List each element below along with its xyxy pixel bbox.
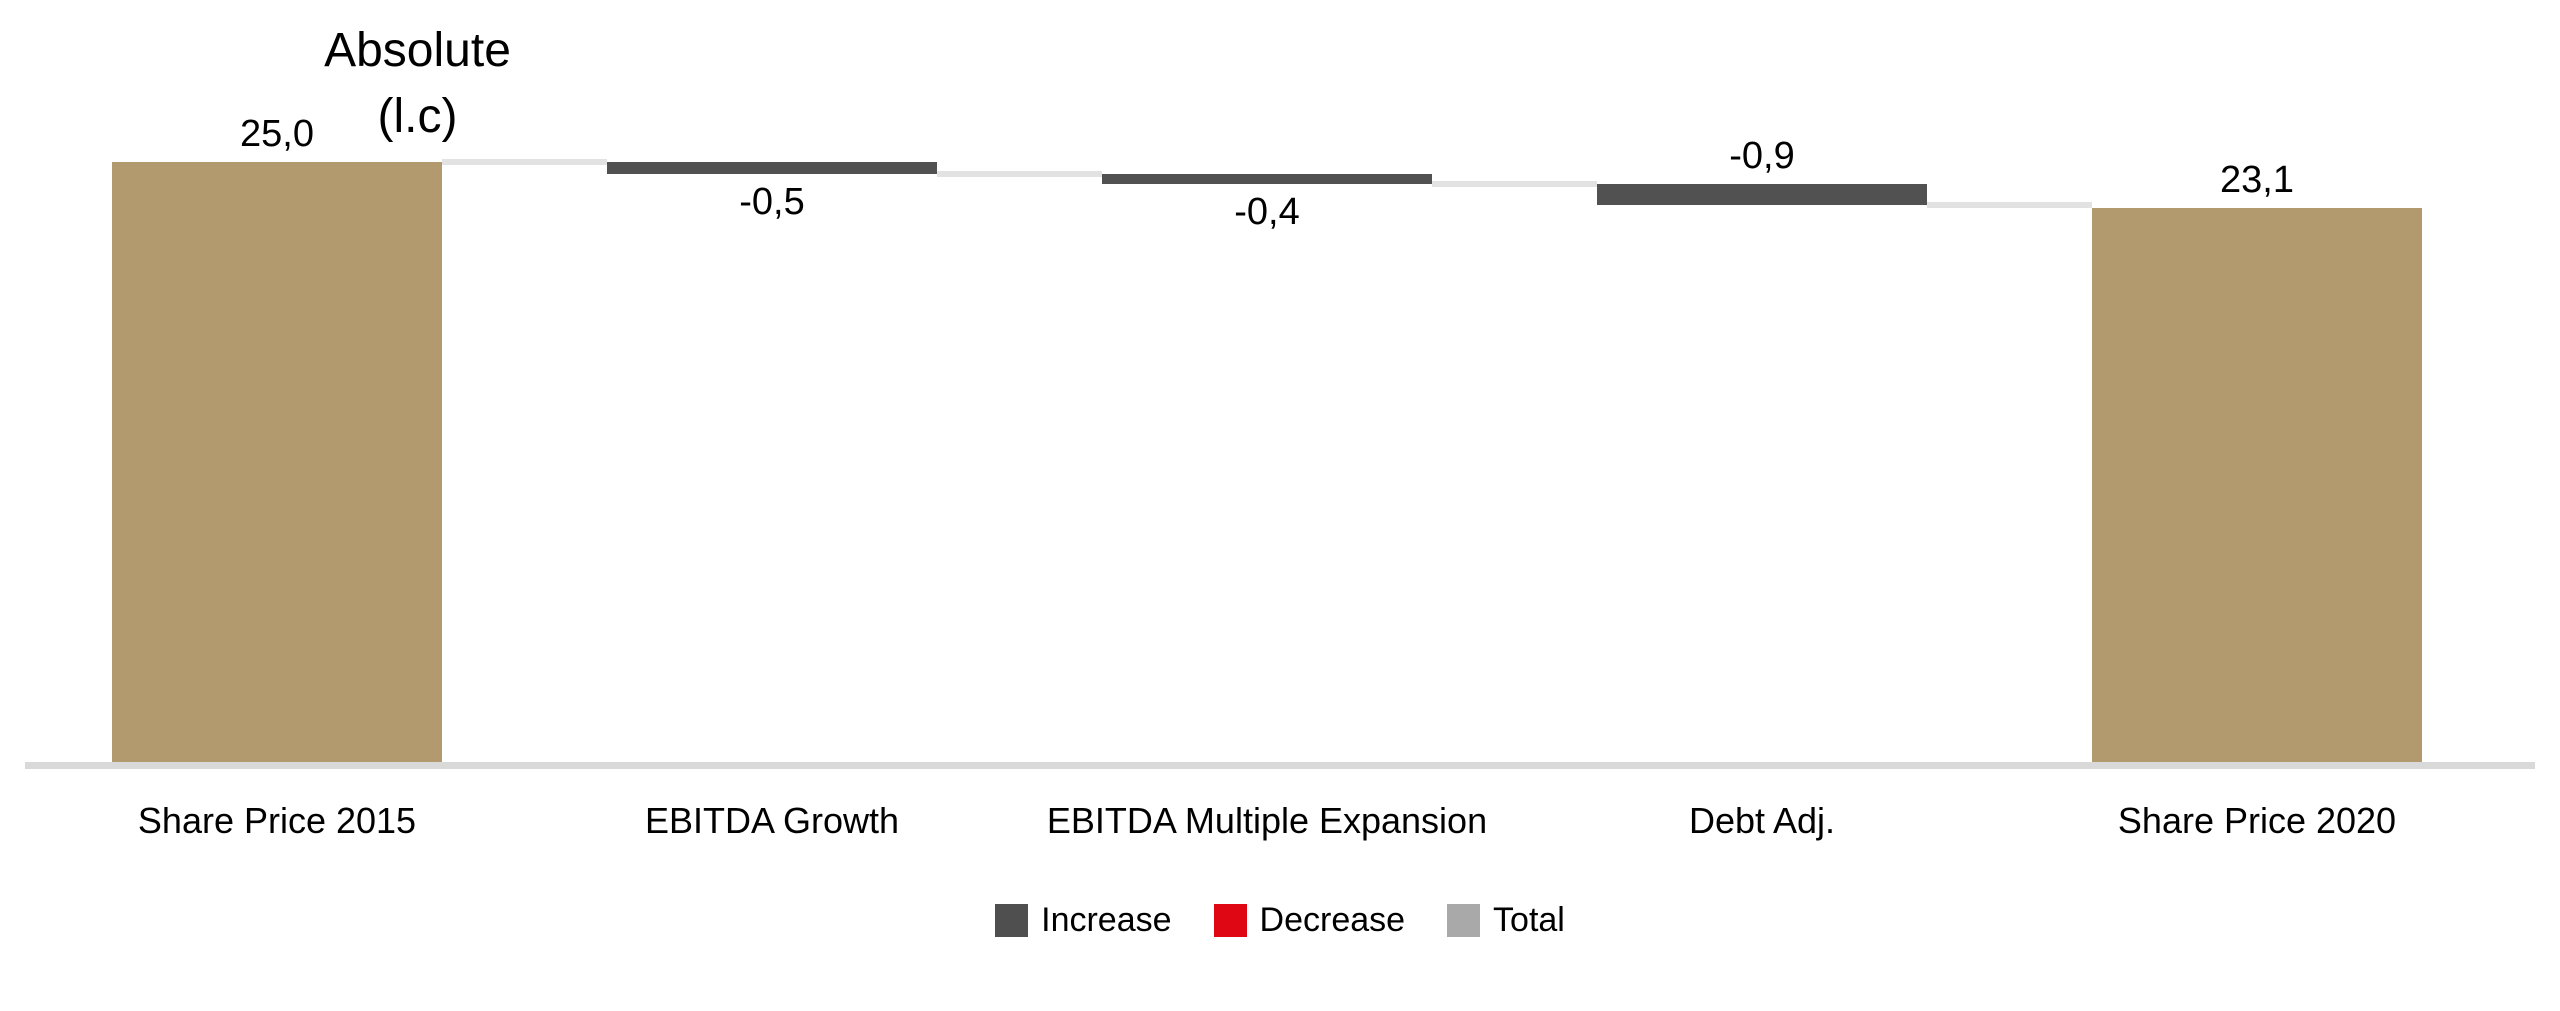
chart-title: Absolute (l.c) xyxy=(225,18,610,150)
legend-label-increase: Increase xyxy=(1041,901,1172,939)
legend: Increase Decrease Total xyxy=(0,901,2560,940)
connector-line xyxy=(442,159,607,165)
category-axis-line xyxy=(25,762,2535,769)
legend-item-increase: Increase xyxy=(995,901,1172,940)
bar-ebitda-multiple-expansion xyxy=(1102,174,1432,184)
bar-ebitda-growth xyxy=(607,162,937,174)
category-label-share-price-2020: Share Price 2020 xyxy=(2117,800,2397,841)
legend-label-total: Total xyxy=(1493,901,1565,939)
category-label-ebitda-multiple-expansion: EBITDA Multiple Expansion xyxy=(1046,800,1488,841)
value-label-ebitda-multiple-expansion: -0,4 xyxy=(1234,190,1300,233)
legend-swatch-total-icon xyxy=(1447,904,1481,937)
connector-line xyxy=(1927,202,2092,209)
category-label-share-price-2015: Share Price 2015 xyxy=(137,800,417,841)
category-label-ebitda-growth: EBITDA Growth xyxy=(644,800,900,841)
connector-line xyxy=(1432,180,1597,187)
legend-item-total: Total xyxy=(1447,901,1565,940)
chart-title-line1: Absolute xyxy=(324,24,511,77)
bar-share-price-2020 xyxy=(2092,207,2422,762)
bar-share-price-2015 xyxy=(112,162,442,762)
bar-debt-adj xyxy=(1597,183,1927,206)
chart-title-line2: (l.c) xyxy=(377,90,458,143)
legend-swatch-increase-icon xyxy=(995,904,1029,937)
category-label-debt-adj: Debt Adj. xyxy=(1688,800,1836,841)
value-label-debt-adj: -0,9 xyxy=(1729,134,1795,177)
value-label-share-price-2020: 23,1 xyxy=(2220,158,2294,201)
value-label-ebitda-growth: -0,5 xyxy=(739,181,805,223)
connector-line xyxy=(937,171,1102,177)
legend-item-decrease: Decrease xyxy=(1213,901,1406,940)
value-label-share-price-2015: 25,0 xyxy=(240,113,314,155)
legend-label-decrease: Decrease xyxy=(1259,901,1406,939)
legend-swatch-decrease-icon xyxy=(1213,904,1247,937)
